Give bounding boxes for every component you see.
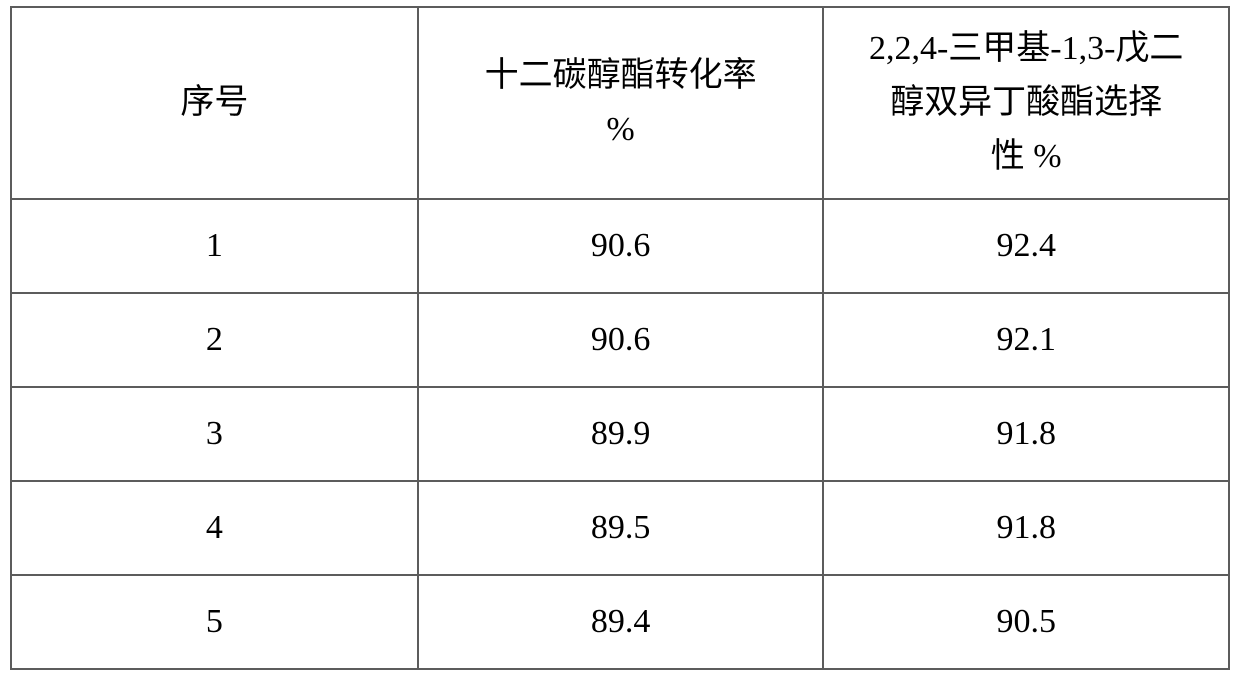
col-header-selectivity-line1: 2,2,4-三甲基-1,3-戊二 <box>869 22 1183 76</box>
col-header-conversion-line2: % <box>606 103 634 157</box>
cell-seq: 3 <box>11 387 418 481</box>
cell-conversion: 90.6 <box>418 199 824 293</box>
table-row: 5 89.4 90.5 <box>11 575 1229 669</box>
table-row: 3 89.9 91.8 <box>11 387 1229 481</box>
cell-conversion: 89.9 <box>418 387 824 481</box>
cell-selectivity: 92.4 <box>823 199 1229 293</box>
cell-selectivity: 90.5 <box>823 575 1229 669</box>
col-header-selectivity: 2,2,4-三甲基-1,3-戊二 醇双异丁酸酯选择 性 % <box>823 7 1229 199</box>
col-header-selectivity-line2: 醇双异丁酸酯选择 <box>890 76 1162 130</box>
col-header-conversion-line1: 十二碳醇酯转化率 <box>485 49 757 103</box>
cell-seq: 2 <box>11 293 418 387</box>
cell-conversion: 89.5 <box>418 481 824 575</box>
col-header-seq-line1: 序号 <box>180 76 248 130</box>
col-header-selectivity-line3: 性 % <box>991 130 1062 184</box>
results-table: 序号 十二碳醇酯转化率 % 2,2,4-三甲基-1,3-戊二 醇双异丁酸酯选择 … <box>10 6 1230 670</box>
cell-conversion: 89.4 <box>418 575 824 669</box>
table-wrapper: 序号 十二碳醇酯转化率 % 2,2,4-三甲基-1,3-戊二 醇双异丁酸酯选择 … <box>0 0 1240 677</box>
cell-seq: 4 <box>11 481 418 575</box>
cell-seq: 5 <box>11 575 418 669</box>
header-row: 序号 十二碳醇酯转化率 % 2,2,4-三甲基-1,3-戊二 醇双异丁酸酯选择 … <box>11 7 1229 199</box>
table-row: 1 90.6 92.4 <box>11 199 1229 293</box>
cell-selectivity: 91.8 <box>823 387 1229 481</box>
col-header-seq: 序号 <box>11 7 418 199</box>
col-header-conversion: 十二碳醇酯转化率 % <box>418 7 824 199</box>
cell-seq: 1 <box>11 199 418 293</box>
table-row: 2 90.6 92.1 <box>11 293 1229 387</box>
cell-conversion: 90.6 <box>418 293 824 387</box>
table-row: 4 89.5 91.8 <box>11 481 1229 575</box>
cell-selectivity: 92.1 <box>823 293 1229 387</box>
cell-selectivity: 91.8 <box>823 481 1229 575</box>
